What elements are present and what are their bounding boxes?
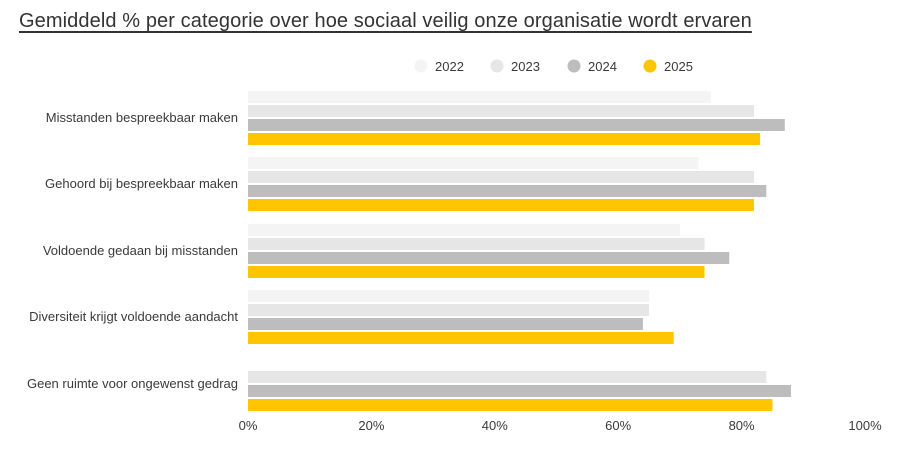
legend-label: 2025 (664, 59, 693, 74)
legend-item-2025: 2025 (643, 59, 693, 74)
legend-label: 2024 (588, 59, 617, 74)
bar-2024-2 (248, 185, 767, 197)
bar-2025-1 (248, 133, 761, 145)
category-label: Geen ruimte voor ongewenst gedrag (27, 376, 238, 391)
x-tick-label: 60% (605, 418, 631, 433)
x-tick-label: 80% (729, 418, 755, 433)
bar-2024-1 (248, 119, 785, 131)
bar-2023-5 (248, 371, 767, 383)
bar-2022-3 (248, 224, 680, 236)
bar-2024-4 (248, 318, 643, 330)
legend-swatch (414, 59, 428, 73)
category-label: Voldoende gedaan bij misstanden (43, 243, 238, 258)
x-tick-label: 0% (239, 418, 258, 433)
bar-2023-2 (248, 171, 754, 183)
chart-title: Gemiddeld % per categorie over hoe socia… (19, 10, 752, 32)
bar-2023-1 (248, 105, 754, 117)
bar-2024-5 (248, 385, 791, 397)
bar-2022-2 (248, 157, 699, 169)
x-tick-label: 20% (358, 418, 384, 433)
legend-item-2022: 2022 (414, 59, 464, 74)
bar-2023-4 (248, 304, 650, 316)
bar-2025-4 (248, 332, 674, 344)
bar-2023-3 (248, 238, 705, 250)
bar-2025-3 (248, 266, 705, 278)
bar-2022-4 (248, 290, 650, 302)
bar-2022-1 (248, 91, 711, 103)
legend-label: 2022 (435, 59, 464, 74)
bar-2024-3 (248, 252, 730, 264)
bar-2025-2 (248, 199, 754, 211)
legend-swatch (567, 59, 581, 73)
x-tick-label: 100% (848, 418, 882, 433)
legend-swatch (643, 59, 657, 73)
x-tick-label: 40% (482, 418, 508, 433)
legend-swatch (490, 59, 504, 73)
legend-label: 2023 (511, 59, 540, 74)
legend-item-2023: 2023 (490, 59, 540, 74)
bar-2025-5 (248, 399, 773, 411)
category-label: Diversiteit krijgt voldoende aandacht (29, 309, 238, 324)
category-label: Gehoord bij bespreekbaar maken (45, 176, 238, 191)
category-label: Misstanden bespreekbaar maken (46, 110, 238, 125)
legend-item-2024: 2024 (567, 59, 617, 74)
